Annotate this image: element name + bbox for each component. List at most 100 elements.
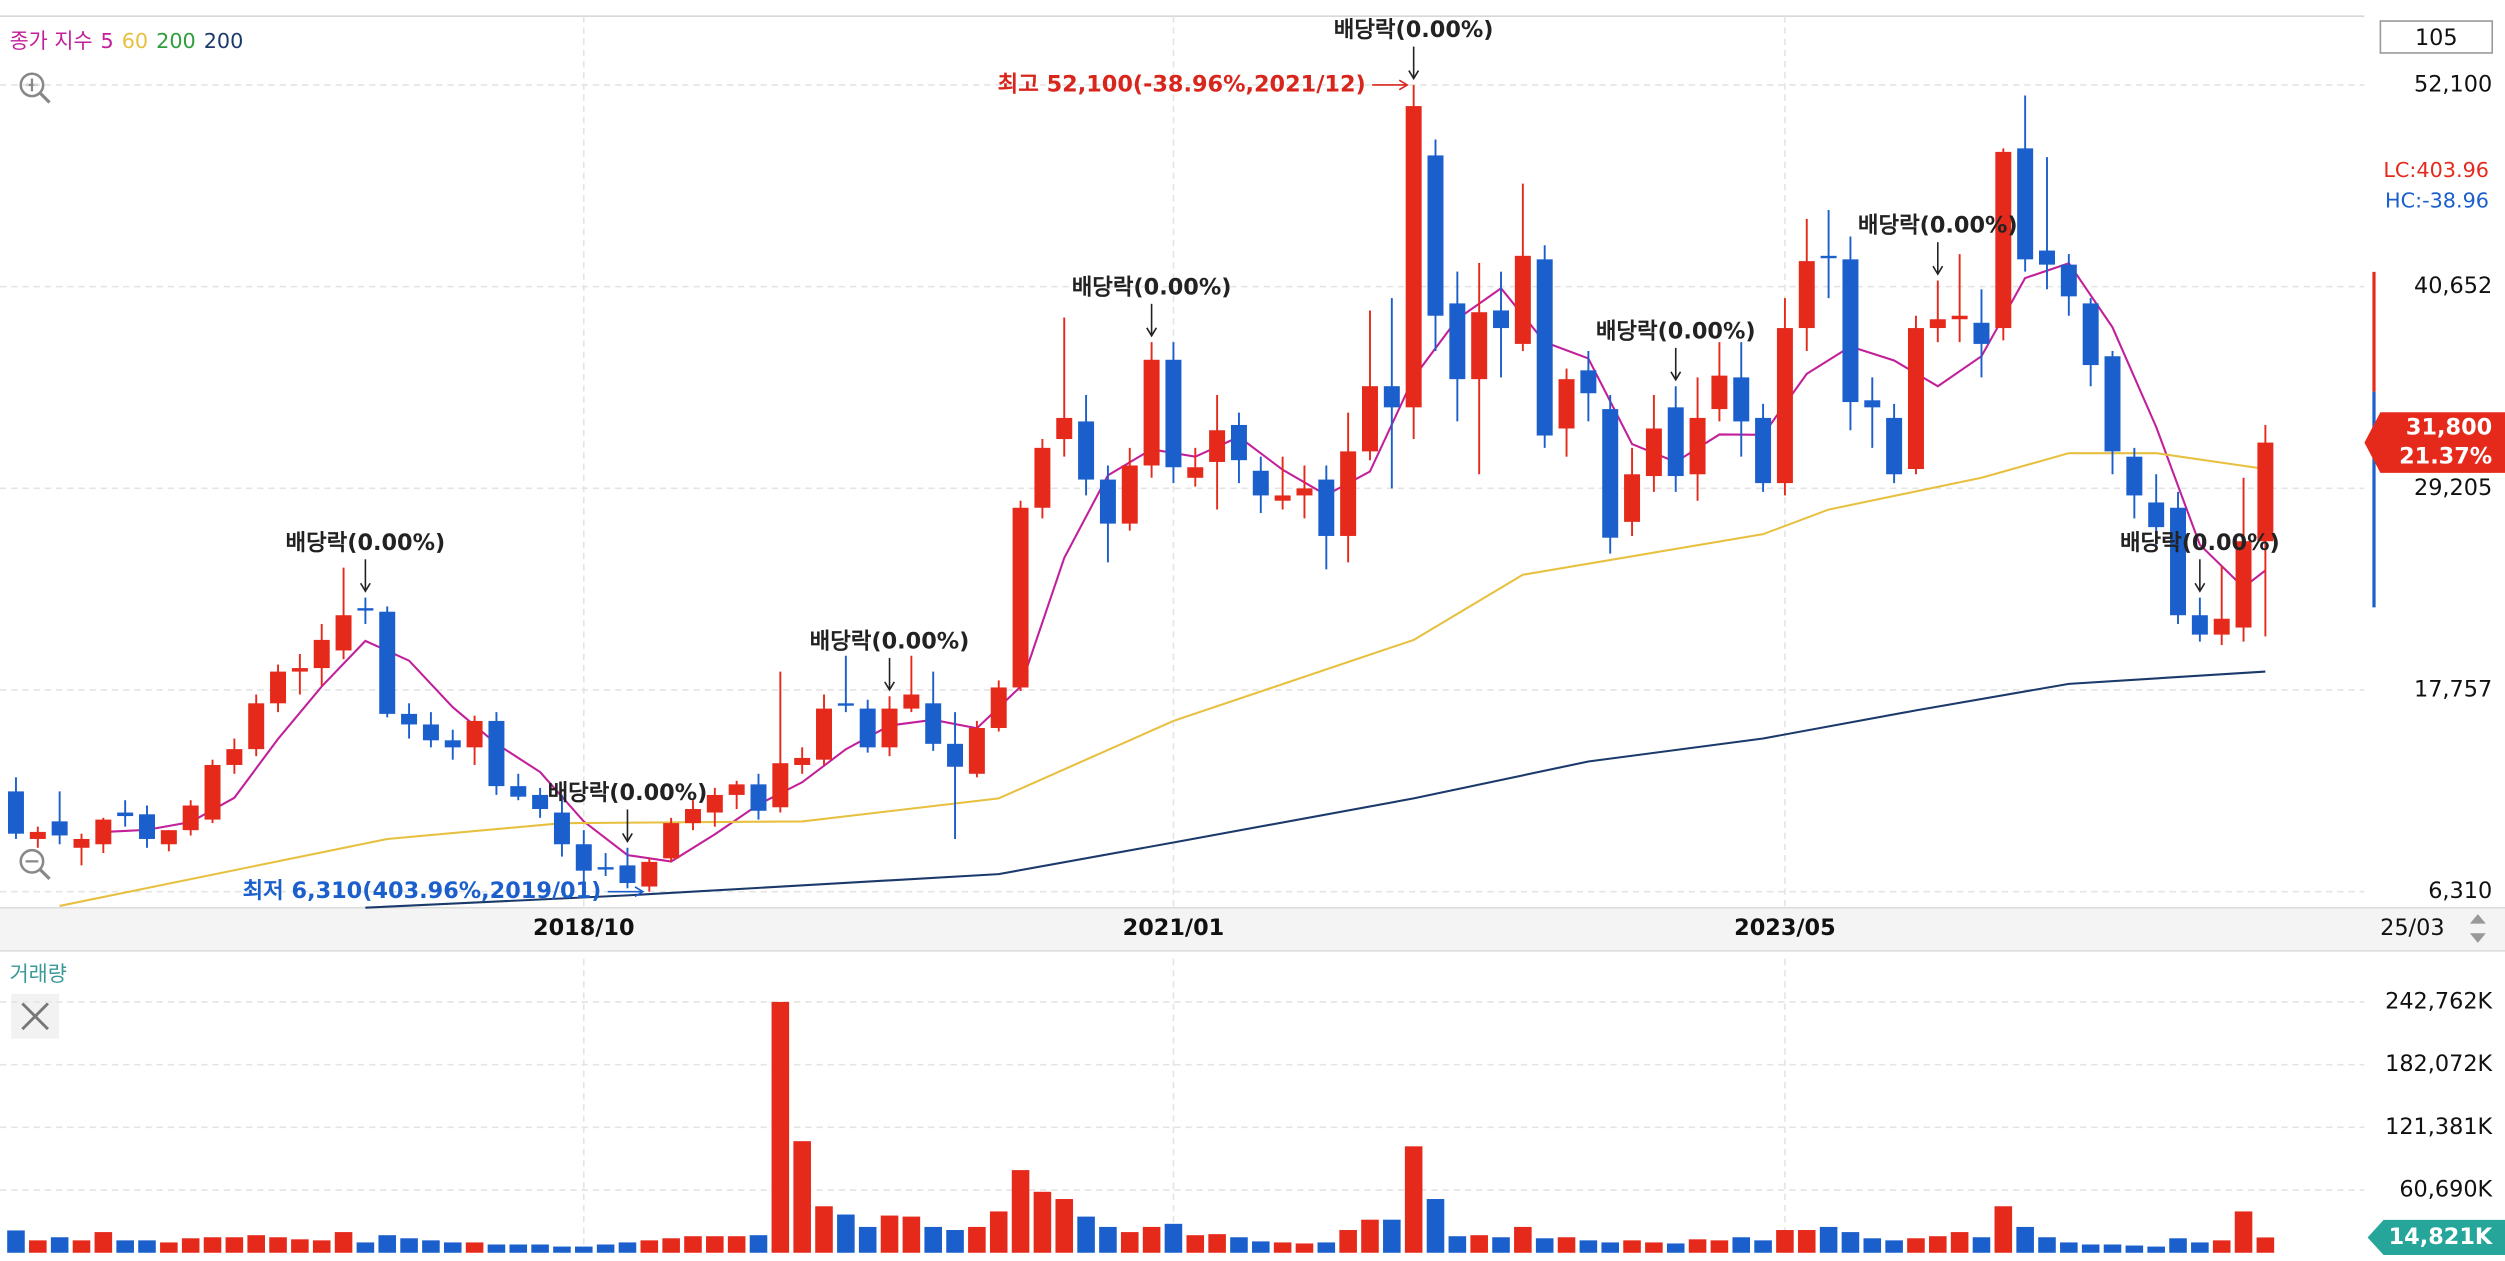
volume-bar: [509, 1244, 528, 1253]
volume-bar: [181, 1238, 200, 1253]
candle-body: [444, 740, 461, 748]
candle-body: [1558, 379, 1575, 429]
dividend-label: 배당락(0.00%): [810, 628, 970, 654]
legend-prefix: 종가 지수: [10, 29, 93, 53]
zoom-out-icon[interactable]: [19, 848, 51, 881]
volume-bar: [1776, 1230, 1794, 1253]
volume-bar: [837, 1214, 855, 1253]
candle-body: [619, 865, 636, 884]
volume-bar: [793, 1141, 811, 1253]
volume-bar: [1557, 1237, 1576, 1253]
volume-tick-label: 121,381K: [2385, 1114, 2493, 1140]
candle-body: [2257, 442, 2274, 542]
candle-body: [1820, 255, 1837, 259]
candle-body: [117, 812, 134, 817]
scroll-arrows[interactable]: [2469, 914, 2486, 943]
volume-bar: [29, 1240, 47, 1253]
dividend-label: 배당락(0.00%): [2120, 530, 2280, 556]
candle-body: [2104, 356, 2121, 452]
y-tick-label: 40,652: [2414, 273, 2492, 299]
volume-bar: [1732, 1237, 1751, 1253]
candle-body: [968, 727, 985, 774]
volume-bar: [1797, 1230, 1816, 1253]
arrow-head: [1398, 79, 1409, 91]
candle-body: [1624, 474, 1641, 522]
candle-body: [750, 784, 767, 811]
candle-body: [29, 831, 46, 839]
candle-body: [859, 708, 876, 748]
close-volume-icon[interactable]: [11, 993, 60, 1039]
price-tag-change: 21.37%: [2399, 443, 2492, 469]
candle-body: [73, 838, 90, 848]
candle-body: [641, 861, 658, 887]
note-label: 최저 6,310(403.96%,2019/01): [243, 878, 602, 904]
volume-bar: [2081, 1244, 2100, 1253]
volume-bar: [356, 1242, 375, 1253]
y-tick-label: 52,100: [2414, 71, 2492, 97]
candle-body: [1187, 467, 1204, 478]
volume-bar: [225, 1237, 244, 1253]
volume-bar: [1535, 1238, 1554, 1253]
dividend-label: 배당락(0.00%): [1334, 17, 1494, 43]
candle-body: [2213, 618, 2230, 635]
candle-body: [488, 720, 505, 787]
volume-bar: [1623, 1240, 1641, 1253]
volume-bar: [1514, 1226, 1532, 1253]
zoom-level-box: [2379, 20, 2494, 54]
volume-bar: [684, 1236, 702, 1253]
volume-bar: [1011, 1170, 1030, 1253]
y-tick-label: 29,205: [2414, 475, 2492, 501]
candle-body: [947, 743, 964, 767]
volume-bar: [422, 1240, 440, 1253]
candle-body: [139, 814, 155, 839]
candle-body: [794, 757, 811, 765]
ma-line: [365, 670, 2266, 909]
candle-body: [1514, 255, 1531, 344]
y-tick-label: 17,757: [2414, 676, 2492, 702]
legend: 종가 지수 5 60 200 200: [10, 29, 244, 53]
candle-body: [1230, 424, 1247, 461]
candle-body: [2017, 148, 2034, 260]
candle-body: [1427, 155, 1444, 316]
candle-body: [401, 713, 418, 725]
candle-body: [313, 639, 330, 669]
volume-bar: [531, 1244, 549, 1253]
candle-body: [1689, 417, 1706, 475]
volume-title: 거래량: [10, 962, 67, 986]
volume-bar: [1404, 1146, 1423, 1253]
volume-bar: [116, 1240, 134, 1253]
candle-body: [1252, 470, 1269, 496]
volume-bar: [2038, 1237, 2056, 1253]
volume-bar: [1688, 1239, 1707, 1253]
candle-body: [1886, 417, 1903, 475]
volume-bar: [1252, 1241, 1270, 1253]
volume-bar: [1273, 1242, 1292, 1253]
candle-body: [1405, 106, 1422, 408]
volume-bar: [1295, 1243, 1314, 1253]
candle-body: [95, 819, 112, 845]
arrow-head: [884, 681, 896, 692]
candle-body: [1471, 312, 1488, 380]
volume-bar: [946, 1230, 964, 1253]
volume-bar: [640, 1240, 659, 1253]
candle-body: [1121, 465, 1138, 524]
volume-tag-label: 14,821K: [2389, 1224, 2493, 1250]
arrow-head: [1146, 327, 1158, 338]
volume-bar: [2169, 1238, 2187, 1253]
candle-body: [2235, 541, 2252, 628]
volume-bar: [160, 1242, 178, 1253]
volume-bar: [1077, 1216, 1095, 1253]
candle-body: [837, 703, 854, 706]
volume-bar: [1317, 1242, 1336, 1253]
candle-body: [553, 812, 570, 845]
dividend-label: 배당락(0.00%): [286, 530, 446, 556]
volume-bar: [1164, 1223, 1183, 1253]
candle-body: [990, 687, 1007, 728]
candle-body: [2039, 250, 2055, 265]
volume-bar: [2147, 1246, 2165, 1253]
volume-bar: [727, 1236, 746, 1253]
volume-bar: [858, 1226, 877, 1253]
legend-entry: 5: [101, 29, 114, 53]
candle-body: [1645, 428, 1662, 477]
